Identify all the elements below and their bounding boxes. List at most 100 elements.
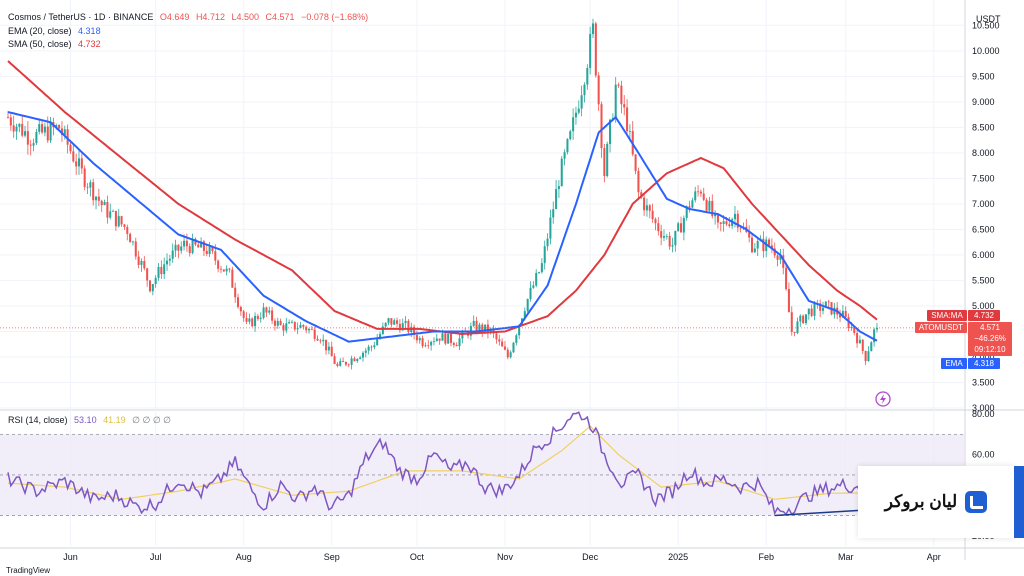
candle-body	[319, 340, 322, 342]
ema-legend-value: 4.318	[78, 26, 101, 36]
candle-body	[648, 205, 651, 211]
candle-body	[69, 144, 72, 152]
sma-badge-name: SMA:MA	[931, 311, 963, 320]
candle-body	[753, 248, 756, 253]
candle-body	[239, 306, 242, 312]
candle-body	[714, 214, 717, 217]
candle-body	[787, 289, 790, 313]
candle-body	[330, 346, 333, 357]
candle-body	[86, 186, 89, 188]
candle-body	[245, 317, 248, 322]
candle-body	[342, 361, 345, 362]
candle-body	[606, 143, 609, 177]
candle-body	[577, 108, 580, 113]
symbol-title[interactable]: Cosmos / TetherUS · 1D · BINANCE	[8, 12, 154, 22]
candle-body	[219, 268, 223, 270]
candle-body	[691, 200, 694, 208]
time-tick-label: Sep	[324, 552, 340, 562]
candle-body	[651, 210, 654, 220]
candle-body	[200, 241, 203, 248]
candle-body	[413, 326, 416, 335]
candle-body	[265, 307, 268, 313]
candle-body	[873, 329, 876, 343]
candle-body	[183, 240, 186, 247]
rsi-band	[0, 433, 965, 516]
candle-body	[793, 331, 796, 334]
rsi-legend-label[interactable]: RSI (14, close)	[8, 415, 68, 425]
candle-body	[509, 352, 512, 358]
candle-body	[137, 256, 140, 265]
candle-body	[472, 320, 475, 326]
candle-body	[415, 334, 418, 341]
candle-body	[120, 216, 123, 225]
candle-body	[106, 202, 109, 218]
candle-body	[594, 23, 597, 76]
sma-legend-label[interactable]: SMA (50, close)	[8, 39, 72, 49]
candle-body	[134, 241, 137, 257]
candle-body	[600, 104, 603, 149]
candle-body	[123, 224, 126, 228]
candle-body	[268, 310, 271, 313]
candle-body	[248, 318, 251, 322]
candle-body	[177, 244, 180, 251]
candle-body	[609, 119, 612, 144]
candle-body	[293, 321, 296, 330]
ema-20-line	[7, 111, 878, 343]
candle-body	[623, 104, 626, 108]
candle-body	[634, 154, 637, 171]
candle-body	[841, 311, 844, 318]
candle-body	[151, 284, 154, 292]
candle-body	[185, 240, 188, 247]
candle-body	[89, 182, 92, 188]
candle-body	[32, 143, 35, 146]
price-tick-label: 8.000	[972, 148, 995, 158]
candle-body	[160, 266, 163, 275]
candle-body	[29, 144, 32, 146]
candle-body	[421, 338, 424, 347]
candle-body	[393, 320, 396, 325]
broker-name: لیان بروکر	[884, 492, 958, 511]
candle-body	[458, 338, 461, 347]
price-tick-label: 9.500	[972, 71, 995, 81]
candle-body	[572, 117, 575, 132]
candle-body	[645, 205, 648, 211]
candle-body	[427, 345, 430, 347]
candle-body	[143, 260, 146, 269]
candle-body	[435, 338, 438, 342]
candle-body	[100, 200, 103, 206]
candle-body	[640, 192, 643, 198]
candle-body	[327, 346, 330, 351]
candle-body	[574, 112, 577, 118]
tradingview-footer: TradingView	[6, 566, 51, 575]
candle-body	[486, 324, 489, 333]
candle-body	[364, 350, 367, 353]
candle-body	[112, 210, 115, 212]
candle-body	[157, 266, 160, 278]
price-tick-label: 8.500	[972, 122, 995, 132]
rsi-tick-label: 80.00	[972, 409, 995, 419]
currency-text: USDT	[976, 14, 1001, 24]
candle-body	[804, 314, 807, 324]
candle-body	[665, 235, 668, 237]
candle-body	[790, 312, 793, 332]
candle-body	[660, 231, 663, 238]
candle-body	[449, 333, 453, 343]
candle-body	[617, 84, 620, 86]
candle-body	[563, 152, 566, 159]
candle-body	[356, 358, 359, 362]
open-value: O4.649	[159, 12, 190, 22]
price-tick-label: 3.500	[972, 377, 995, 387]
alert-icon[interactable]	[875, 391, 891, 407]
price-axis[interactable]: 3.0003.5004.0004.5005.0005.5006.0006.500…	[972, 20, 1000, 413]
time-axis[interactable]: Jun Jul Aug Sep Oct Nov Dec 2025 Feb Mar Apr	[63, 552, 941, 562]
candle-body	[202, 241, 205, 251]
candle-body	[566, 139, 569, 153]
candle-body	[236, 297, 240, 307]
candle-body	[750, 237, 754, 253]
candle-body	[668, 235, 671, 247]
low-value: L4.500	[231, 12, 260, 22]
ema-legend-label[interactable]: EMA (20, close)	[8, 26, 72, 36]
candle-body	[626, 107, 629, 132]
candle-body	[699, 191, 702, 194]
candle-body	[384, 322, 387, 327]
